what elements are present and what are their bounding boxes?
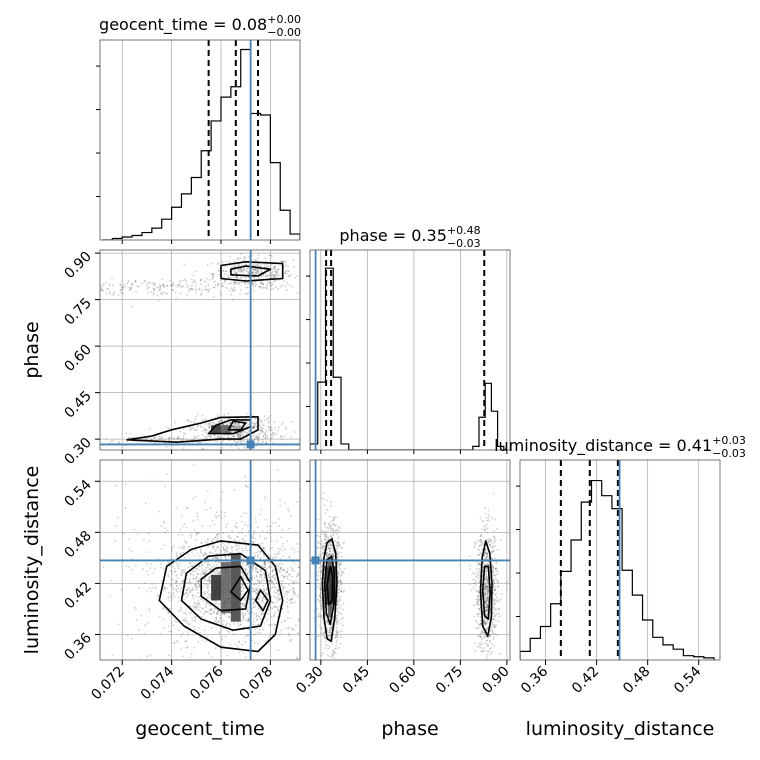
histogram-luminosity_distance — [520, 460, 715, 660]
grid-layer — [100, 40, 700, 660]
contour-line — [227, 420, 247, 431]
density-cell — [230, 425, 241, 432]
scatter-cluster — [100, 274, 294, 308]
panel-frame — [309, 459, 511, 661]
panel-title: phase = 0.35+0.48 — [339, 224, 480, 245]
density-layer — [211, 417, 336, 622]
y-tick-label: 0.54 — [61, 477, 94, 510]
x-axis-label: luminosity_distance — [526, 718, 715, 740]
frame-layer — [95, 39, 721, 665]
x-tick-label: 0.072 — [88, 664, 128, 704]
density-cell — [220, 562, 231, 614]
truth-cross — [100, 460, 300, 660]
x-tick-label: 0.078 — [237, 664, 277, 704]
scatter-cluster — [105, 430, 300, 450]
x-axis-label: phase — [381, 718, 438, 740]
x-tick-label: 0.076 — [187, 663, 227, 703]
y-tick-label: 0.36 — [61, 630, 94, 663]
panel-frame — [519, 459, 721, 661]
density-cell — [230, 553, 241, 622]
contour-line — [200, 565, 252, 612]
panel-title-minus: −0.00 — [267, 26, 301, 39]
marks-layer — [100, 40, 715, 660]
contour-line — [180, 552, 272, 632]
title-geocent_time: geocent_time = 0.08+0.00−0.00 — [99, 13, 301, 39]
y-tick-label: 0.75 — [61, 295, 94, 328]
truth-cross — [100, 250, 300, 450]
histogram-geocent_time — [102, 40, 300, 240]
panel-title: luminosity_distance = 0.41+0.03 — [494, 434, 746, 456]
histogram-phase — [310, 250, 505, 450]
label-layer: 0.072 0.074 0.076 0.078 geocent_time 0.30 0.45… — [21, 13, 746, 740]
panel-frame — [309, 249, 511, 451]
contour-line — [126, 415, 259, 444]
truth-marker — [246, 440, 255, 449]
contour-line — [481, 565, 492, 620]
panel-title-minus: −0.03 — [447, 237, 481, 250]
contour-line — [230, 265, 272, 277]
histogram-step — [310, 267, 505, 450]
contour-line — [326, 565, 334, 606]
panel-frame — [99, 459, 301, 661]
histogram-step — [102, 48, 300, 240]
density-cell — [220, 425, 231, 433]
density-cell — [324, 566, 336, 605]
x-tick-label: 0.45 — [340, 664, 373, 697]
histogram-step — [520, 479, 715, 660]
scatter-cluster — [468, 492, 508, 660]
truth-marker — [311, 556, 320, 565]
x-tick-label: 0.42 — [569, 664, 602, 697]
truth-cross — [310, 460, 510, 660]
y-tick-label: 0.42 — [61, 579, 94, 612]
scatter-cluster — [183, 252, 299, 301]
density-cell — [240, 417, 251, 426]
x-tick-label: 0.30 — [293, 664, 326, 697]
x-tick-label: 0.48 — [620, 664, 653, 697]
y-axis-label: phase — [21, 321, 43, 378]
x-axis-label: geocent_time — [135, 718, 264, 740]
contour-line — [321, 538, 338, 643]
contour-line — [323, 555, 336, 626]
y-tick-label: 0.48 — [61, 528, 94, 561]
panel-title-minus: −0.03 — [712, 447, 746, 460]
y-axis-label: luminosity_distance — [21, 466, 43, 655]
scatter-cluster — [313, 492, 346, 660]
contour-line — [230, 575, 249, 602]
x-tick-label: 0.60 — [386, 664, 419, 697]
x-tick-label: 0.75 — [433, 664, 466, 697]
y-tick-label: 0.45 — [61, 388, 94, 421]
contour-line — [220, 260, 284, 282]
x-tick-label: 0.074 — [138, 663, 178, 703]
density-cell — [211, 425, 221, 433]
y-tick-label: 0.90 — [61, 249, 94, 282]
truth-marker — [246, 556, 255, 565]
y-tick-label: 0.60 — [61, 342, 94, 375]
x-tick-label: 0.90 — [479, 664, 512, 697]
panel-title: geocent_time = 0.08+0.00 — [99, 13, 301, 35]
density-cell — [211, 574, 221, 601]
scatter-cluster — [115, 484, 300, 659]
title-phase: phase = 0.35+0.48−0.03 — [339, 224, 480, 250]
panel-frame — [99, 39, 301, 241]
contour-line — [158, 540, 284, 653]
contour-line — [479, 540, 493, 638]
x-tick-label: 0.54 — [671, 663, 704, 696]
x-tick-label: 0.36 — [518, 663, 551, 696]
contour-line — [254, 589, 269, 612]
y-tick-label: 0.30 — [61, 435, 94, 468]
title-luminosity_distance: luminosity_distance = 0.41+0.03−0.03 — [494, 434, 746, 460]
panel-frame — [99, 249, 301, 451]
